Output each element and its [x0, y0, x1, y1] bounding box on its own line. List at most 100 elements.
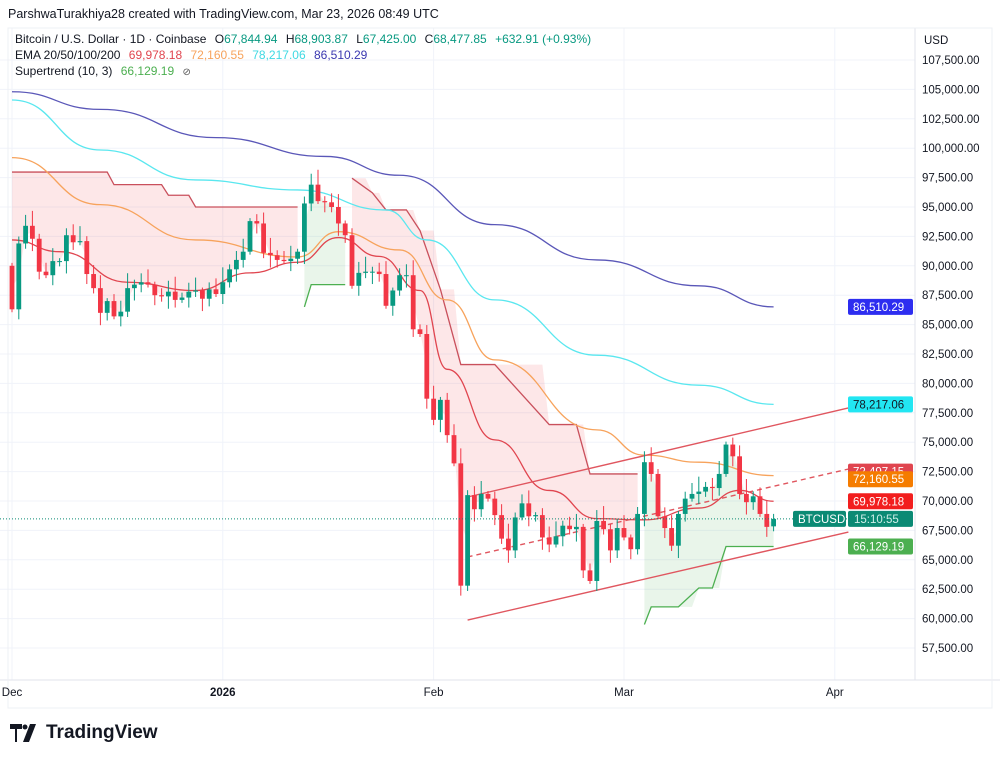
tradingview-logo[interactable]: TradingView	[10, 722, 158, 744]
candle	[587, 563, 593, 584]
candle-body	[764, 513, 770, 527]
candle	[601, 506, 606, 535]
price-badge	[848, 538, 913, 555]
candle-body	[342, 223, 348, 236]
candle-body	[220, 282, 226, 295]
candle-body	[628, 537, 634, 550]
candle-body	[512, 517, 518, 551]
candle	[526, 490, 532, 527]
candle-body	[716, 473, 722, 489]
eye-off-icon[interactable]: ⊘	[182, 67, 191, 78]
price-tick-label: 77,500.00	[922, 408, 973, 420]
price-tick-label: 60,000.00	[922, 614, 973, 626]
candle-body	[519, 503, 525, 518]
ema-legend: EMA 20/50/100/200 69,978.18 72,160.55 78…	[15, 48, 372, 62]
price-tick-label: 90,000.00	[922, 261, 973, 273]
candle	[363, 256, 368, 279]
channel-middle-line[interactable]	[467, 468, 849, 558]
candle	[43, 262, 49, 279]
candle	[730, 437, 736, 467]
candle	[77, 226, 83, 246]
candle-body	[424, 334, 430, 399]
candle-body	[594, 520, 600, 581]
candle	[302, 196, 307, 265]
candle-body	[308, 184, 314, 204]
candle	[417, 324, 423, 337]
price-badges[interactable]: 86,510.2978,217.0672,497.1572,160.5569,9…	[793, 298, 913, 555]
candle-body	[281, 259, 287, 262]
candle	[172, 276, 178, 308]
candle-body	[465, 495, 470, 586]
candle-body	[431, 398, 436, 420]
time-axis[interactable]: Dec 2026 Feb Mar Apr	[2, 687, 844, 699]
supertrend-line-down	[12, 171, 298, 208]
candle	[628, 534, 634, 560]
supertrend-fill-up	[644, 450, 774, 625]
candle-body	[710, 486, 715, 489]
price-tick-label: 65,000.00	[922, 555, 973, 567]
channel-lower-line[interactable]	[467, 531, 849, 621]
candle	[750, 491, 756, 510]
candle	[159, 288, 164, 302]
candle-body	[200, 290, 205, 299]
countdown-badge	[848, 510, 913, 527]
symbol-name[interactable]: Bitcoin / U.S. Dollar · 1D · Coinbase	[15, 32, 207, 46]
channel-upper-line[interactable]	[467, 407, 849, 498]
candle-body	[91, 274, 96, 289]
price-axis[interactable]: USD 107,500.00 105,000.00 102,500.00 100,000…	[922, 35, 980, 655]
time-tick-label: Apr	[826, 687, 844, 699]
time-tick-label: Mar	[614, 687, 634, 699]
candle-body	[390, 290, 396, 306]
candle-body	[159, 295, 164, 297]
candle-body	[696, 491, 702, 494]
supertrend-fill-up	[304, 192, 346, 307]
candle-body	[410, 275, 416, 330]
candle-body	[744, 493, 749, 503]
candle-body	[254, 221, 260, 224]
supertrend-label[interactable]: Supertrend (10, 3)	[15, 64, 113, 78]
price-badge	[848, 471, 913, 488]
candle-body	[349, 235, 355, 286]
candle-body	[234, 259, 239, 270]
ema50-value: 72,160.55	[190, 48, 244, 62]
candle-body	[757, 496, 763, 514]
candle-body	[315, 184, 321, 202]
candle	[179, 292, 185, 303]
candle	[274, 250, 280, 268]
candle	[744, 479, 749, 515]
supertrend-legend: Supertrend (10, 3) 66,129.19 ⊘	[15, 64, 196, 78]
supertrend-line-up	[303, 283, 346, 308]
price-tick-label: 92,500.00	[922, 231, 973, 243]
candle	[451, 424, 457, 467]
candle-body	[363, 271, 368, 273]
candle-body	[397, 275, 402, 291]
supertrend	[12, 171, 774, 625]
candle-body	[587, 570, 593, 581]
candle	[614, 519, 620, 559]
candle	[118, 300, 124, 327]
candle-body	[57, 261, 62, 263]
candle	[220, 267, 226, 305]
ema-label[interactable]: EMA 20/50/100/200	[15, 48, 121, 62]
candle-body	[16, 243, 22, 310]
candle-body	[227, 269, 232, 283]
candle	[465, 490, 470, 591]
candle	[499, 504, 504, 544]
candle	[288, 245, 294, 272]
candle	[560, 520, 566, 547]
candle	[710, 477, 715, 501]
candle-body	[458, 463, 464, 586]
candle	[30, 210, 35, 252]
candle	[546, 526, 552, 553]
supertrend-line-down	[351, 177, 638, 475]
ema100-value: 78,217.06	[252, 48, 306, 62]
ema200-value: 86,510.29	[313, 48, 368, 62]
price-tick-label: 105,000.00	[922, 84, 980, 96]
candle	[764, 501, 770, 537]
candle	[383, 261, 389, 309]
candle-body	[669, 528, 674, 546]
candle	[506, 523, 511, 563]
price-tick-label: 75,000.00	[922, 437, 973, 449]
candle-body	[723, 444, 729, 474]
